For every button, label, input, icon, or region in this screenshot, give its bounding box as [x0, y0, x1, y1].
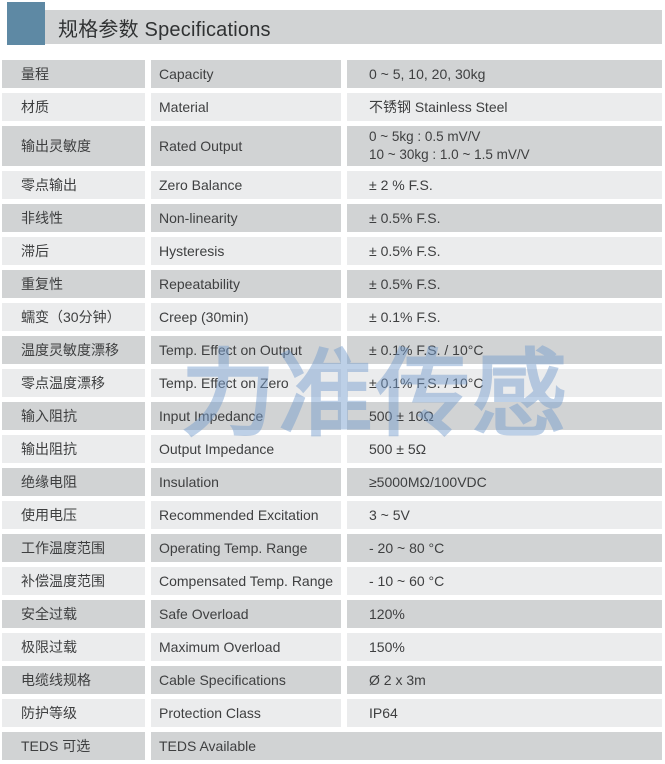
spec-row: 极限过载 Maximum Overload 150%	[2, 633, 662, 661]
param-label-en: Capacity	[151, 60, 341, 88]
spec-row: 输出灵敏度 Rated Output 0 ~ 5kg : 0.5 mV/V 10 ~…	[2, 126, 662, 166]
param-label-en: Repeatability	[151, 270, 341, 298]
param-label-en: Non-linearity	[151, 204, 341, 232]
param-label-en: Rated Output	[151, 126, 341, 166]
param-value: 120%	[347, 600, 662, 628]
param-label-en: Maximum Overload	[151, 633, 341, 661]
spec-row: 工作温度范围 Operating Temp. Range - 20 ~ 80 °C	[2, 534, 662, 562]
spec-row: 零点输出 Zero Balance ± 2 % F.S.	[2, 171, 662, 199]
param-value: 0 ~ 5kg : 0.5 mV/V 10 ~ 30kg : 1.0 ~ 1.5…	[347, 126, 662, 166]
param-value: ± 0.5% F.S.	[347, 270, 662, 298]
param-label-cn: 电缆线规格	[2, 666, 145, 694]
spec-table: 量程 Capacity 0 ~ 5, 10, 20, 30kg 材质 Material 不…	[2, 60, 662, 760]
spec-row: 使用电压 Recommended Excitation 3 ~ 5V	[2, 501, 662, 529]
param-label-cn: 滞后	[2, 237, 145, 265]
param-label-cn: 材质	[2, 93, 145, 121]
param-value: Ø 2 x 3m	[347, 666, 662, 694]
param-label-en: Insulation	[151, 468, 341, 496]
param-label-cn: 防护等级	[2, 699, 145, 727]
param-label-en: Safe Overload	[151, 600, 341, 628]
param-value: 500 ± 10Ω	[347, 402, 662, 430]
param-value: ± 0.1% F.S.	[347, 303, 662, 331]
spec-row: 补偿温度范围 Compensated Temp. Range - 10 ~ 60 °…	[2, 567, 662, 595]
param-label-cn: 补偿温度范围	[2, 567, 145, 595]
param-label-cn: 输出阻抗	[2, 435, 145, 463]
param-label-en: Temp. Effect on Output	[151, 336, 341, 364]
param-label-en: Input Impedance	[151, 402, 341, 430]
spec-row: 电缆线规格 Cable Specifications Ø 2 x 3m	[2, 666, 662, 694]
param-label-en: Output Impedance	[151, 435, 341, 463]
param-value: - 20 ~ 80 °C	[347, 534, 662, 562]
param-label-en: Protection Class	[151, 699, 341, 727]
param-value: ± 0.5% F.S.	[347, 237, 662, 265]
section-title-banner: 规格参数 Specifications	[45, 10, 662, 44]
spec-row: 安全过载 Safe Overload 120%	[2, 600, 662, 628]
param-value: ± 0.5% F.S.	[347, 204, 662, 232]
spec-row: 重复性 Repeatability ± 0.5% F.S.	[2, 270, 662, 298]
param-label-en: Compensated Temp. Range	[151, 567, 341, 595]
param-label-en: Temp. Effect on Zero	[151, 369, 341, 397]
param-label-cn: 温度灵敏度漂移	[2, 336, 145, 364]
param-value: IP64	[347, 699, 662, 727]
param-label-en: Operating Temp. Range	[151, 534, 341, 562]
param-label-en: Cable Specifications	[151, 666, 341, 694]
param-value: 150%	[347, 633, 662, 661]
param-label-cn: 使用电压	[2, 501, 145, 529]
param-label-cn: 极限过载	[2, 633, 145, 661]
param-label-cn: 输入阻抗	[2, 402, 145, 430]
param-value: ± 0.1% F.S. / 10°C	[347, 369, 662, 397]
page-title: 规格参数 Specifications	[58, 18, 271, 41]
param-label-cn: 蠕变（30分钟）	[2, 303, 145, 331]
spec-row: TEDS 可选 TEDS Available	[2, 732, 662, 760]
param-label-cn: 安全过载	[2, 600, 145, 628]
spec-row: 蠕变（30分钟） Creep (30min) ± 0.1% F.S.	[2, 303, 662, 331]
param-label-cn: 非线性	[2, 204, 145, 232]
param-label-en: Zero Balance	[151, 171, 341, 199]
param-label-cn: 重复性	[2, 270, 145, 298]
spec-row: 绝缘电阻 Insulation ≥5000MΩ/100VDC	[2, 468, 662, 496]
spec-row: 输入阻抗 Input Impedance 500 ± 10Ω	[2, 402, 662, 430]
param-value: 不锈钢 Stainless Steel	[347, 93, 662, 121]
spec-row: 零点温度漂移 Temp. Effect on Zero ± 0.1% F.S. / …	[2, 369, 662, 397]
param-label-en: Creep (30min)	[151, 303, 341, 331]
page-header: 规格参数 Specifications	[0, 0, 665, 46]
spec-row: 防护等级 Protection Class IP64	[2, 699, 662, 727]
param-label-cn: 工作温度范围	[2, 534, 145, 562]
spec-row: 材质 Material 不锈钢 Stainless Steel	[2, 93, 662, 121]
param-label-en: TEDS Available	[151, 732, 662, 760]
param-value: - 10 ~ 60 °C	[347, 567, 662, 595]
param-label-cn: 零点输出	[2, 171, 145, 199]
spec-row: 滞后 Hysteresis ± 0.5% F.S.	[2, 237, 662, 265]
spec-row: 非线性 Non-linearity ± 0.5% F.S.	[2, 204, 662, 232]
param-label-en: Recommended Excitation	[151, 501, 341, 529]
param-value: 0 ~ 5, 10, 20, 30kg	[347, 60, 662, 88]
param-label-en: Material	[151, 93, 341, 121]
param-value: 3 ~ 5V	[347, 501, 662, 529]
spec-row: 温度灵敏度漂移 Temp. Effect on Output ± 0.1% F.S.…	[2, 336, 662, 364]
param-label-cn: 输出灵敏度	[2, 126, 145, 166]
param-label-cn: 零点温度漂移	[2, 369, 145, 397]
param-label-en: Hysteresis	[151, 237, 341, 265]
param-label-cn: 绝缘电阻	[2, 468, 145, 496]
param-value: 500 ± 5Ω	[347, 435, 662, 463]
param-value: ± 2 % F.S.	[347, 171, 662, 199]
spec-row: 输出阻抗 Output Impedance 500 ± 5Ω	[2, 435, 662, 463]
param-label-cn: TEDS 可选	[2, 732, 145, 760]
param-value: ≥5000MΩ/100VDC	[347, 468, 662, 496]
param-value: ± 0.1% F.S. / 10°C	[347, 336, 662, 364]
accent-square-icon	[7, 2, 45, 45]
param-label-cn: 量程	[2, 60, 145, 88]
spec-row: 量程 Capacity 0 ~ 5, 10, 20, 30kg	[2, 60, 662, 88]
